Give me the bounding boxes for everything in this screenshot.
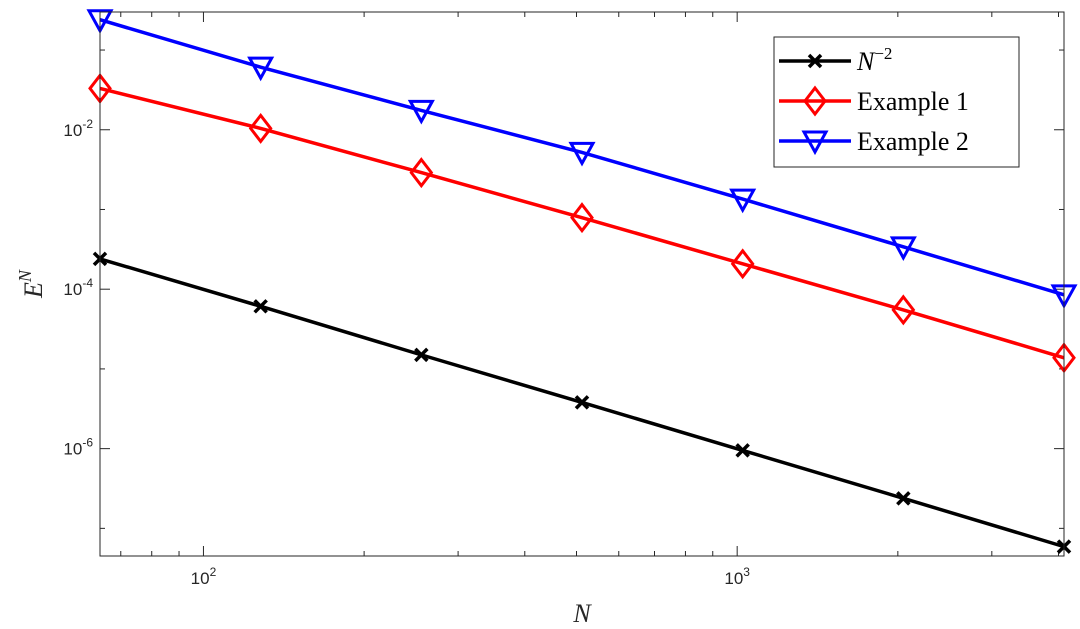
data-point [730,248,755,280]
data-point [889,236,917,261]
axes-box [99,11,1065,557]
data-point [407,99,435,125]
y-axis-label-base: E [19,282,48,299]
y-axis-label-superscript: N [15,269,35,283]
data-point [568,141,596,167]
data-point [409,157,434,189]
y-axis-label: EN [15,269,48,299]
legend-marker [803,85,827,117]
data-point [574,395,590,410]
x-tick-label: 102 [191,565,217,588]
series-line [99,18,1065,297]
x-axis-label: N [572,599,592,628]
legend-items: N−2 Example 1 Example 2 [779,44,969,156]
data-point [247,56,275,82]
legend-item: Example 2 [779,127,969,156]
data-point [248,112,273,144]
legend: N−2 Example 1 Example 2 [773,36,1020,168]
series-layer [86,9,1078,554]
y-tick-label: 10-6 [63,436,93,459]
series-0 [92,251,1072,554]
y-tick-label: 10-2 [63,117,93,140]
ticks-layer: 102 103 10-6 10-4 10-2 [63,12,1064,588]
series-line [99,86,1065,360]
data-point [891,294,916,326]
legend-label: N−2 [856,44,892,76]
y-tick-label: 10-4 [63,276,93,299]
data-point [735,443,750,458]
legend-label: Example 2 [857,127,969,156]
series-2 [86,9,1078,309]
legend-marker [801,130,829,156]
legend-label: Example 1 [857,87,969,116]
data-point [896,491,911,506]
legend-item: Example 1 [779,85,969,117]
data-point [570,202,594,234]
data-point [86,9,114,34]
legend-marker [807,53,823,69]
legend-item: N−2 [779,44,892,76]
data-point [253,299,268,314]
x-tick-label: 103 [724,565,750,588]
data-point [414,347,429,363]
data-point [729,188,757,214]
